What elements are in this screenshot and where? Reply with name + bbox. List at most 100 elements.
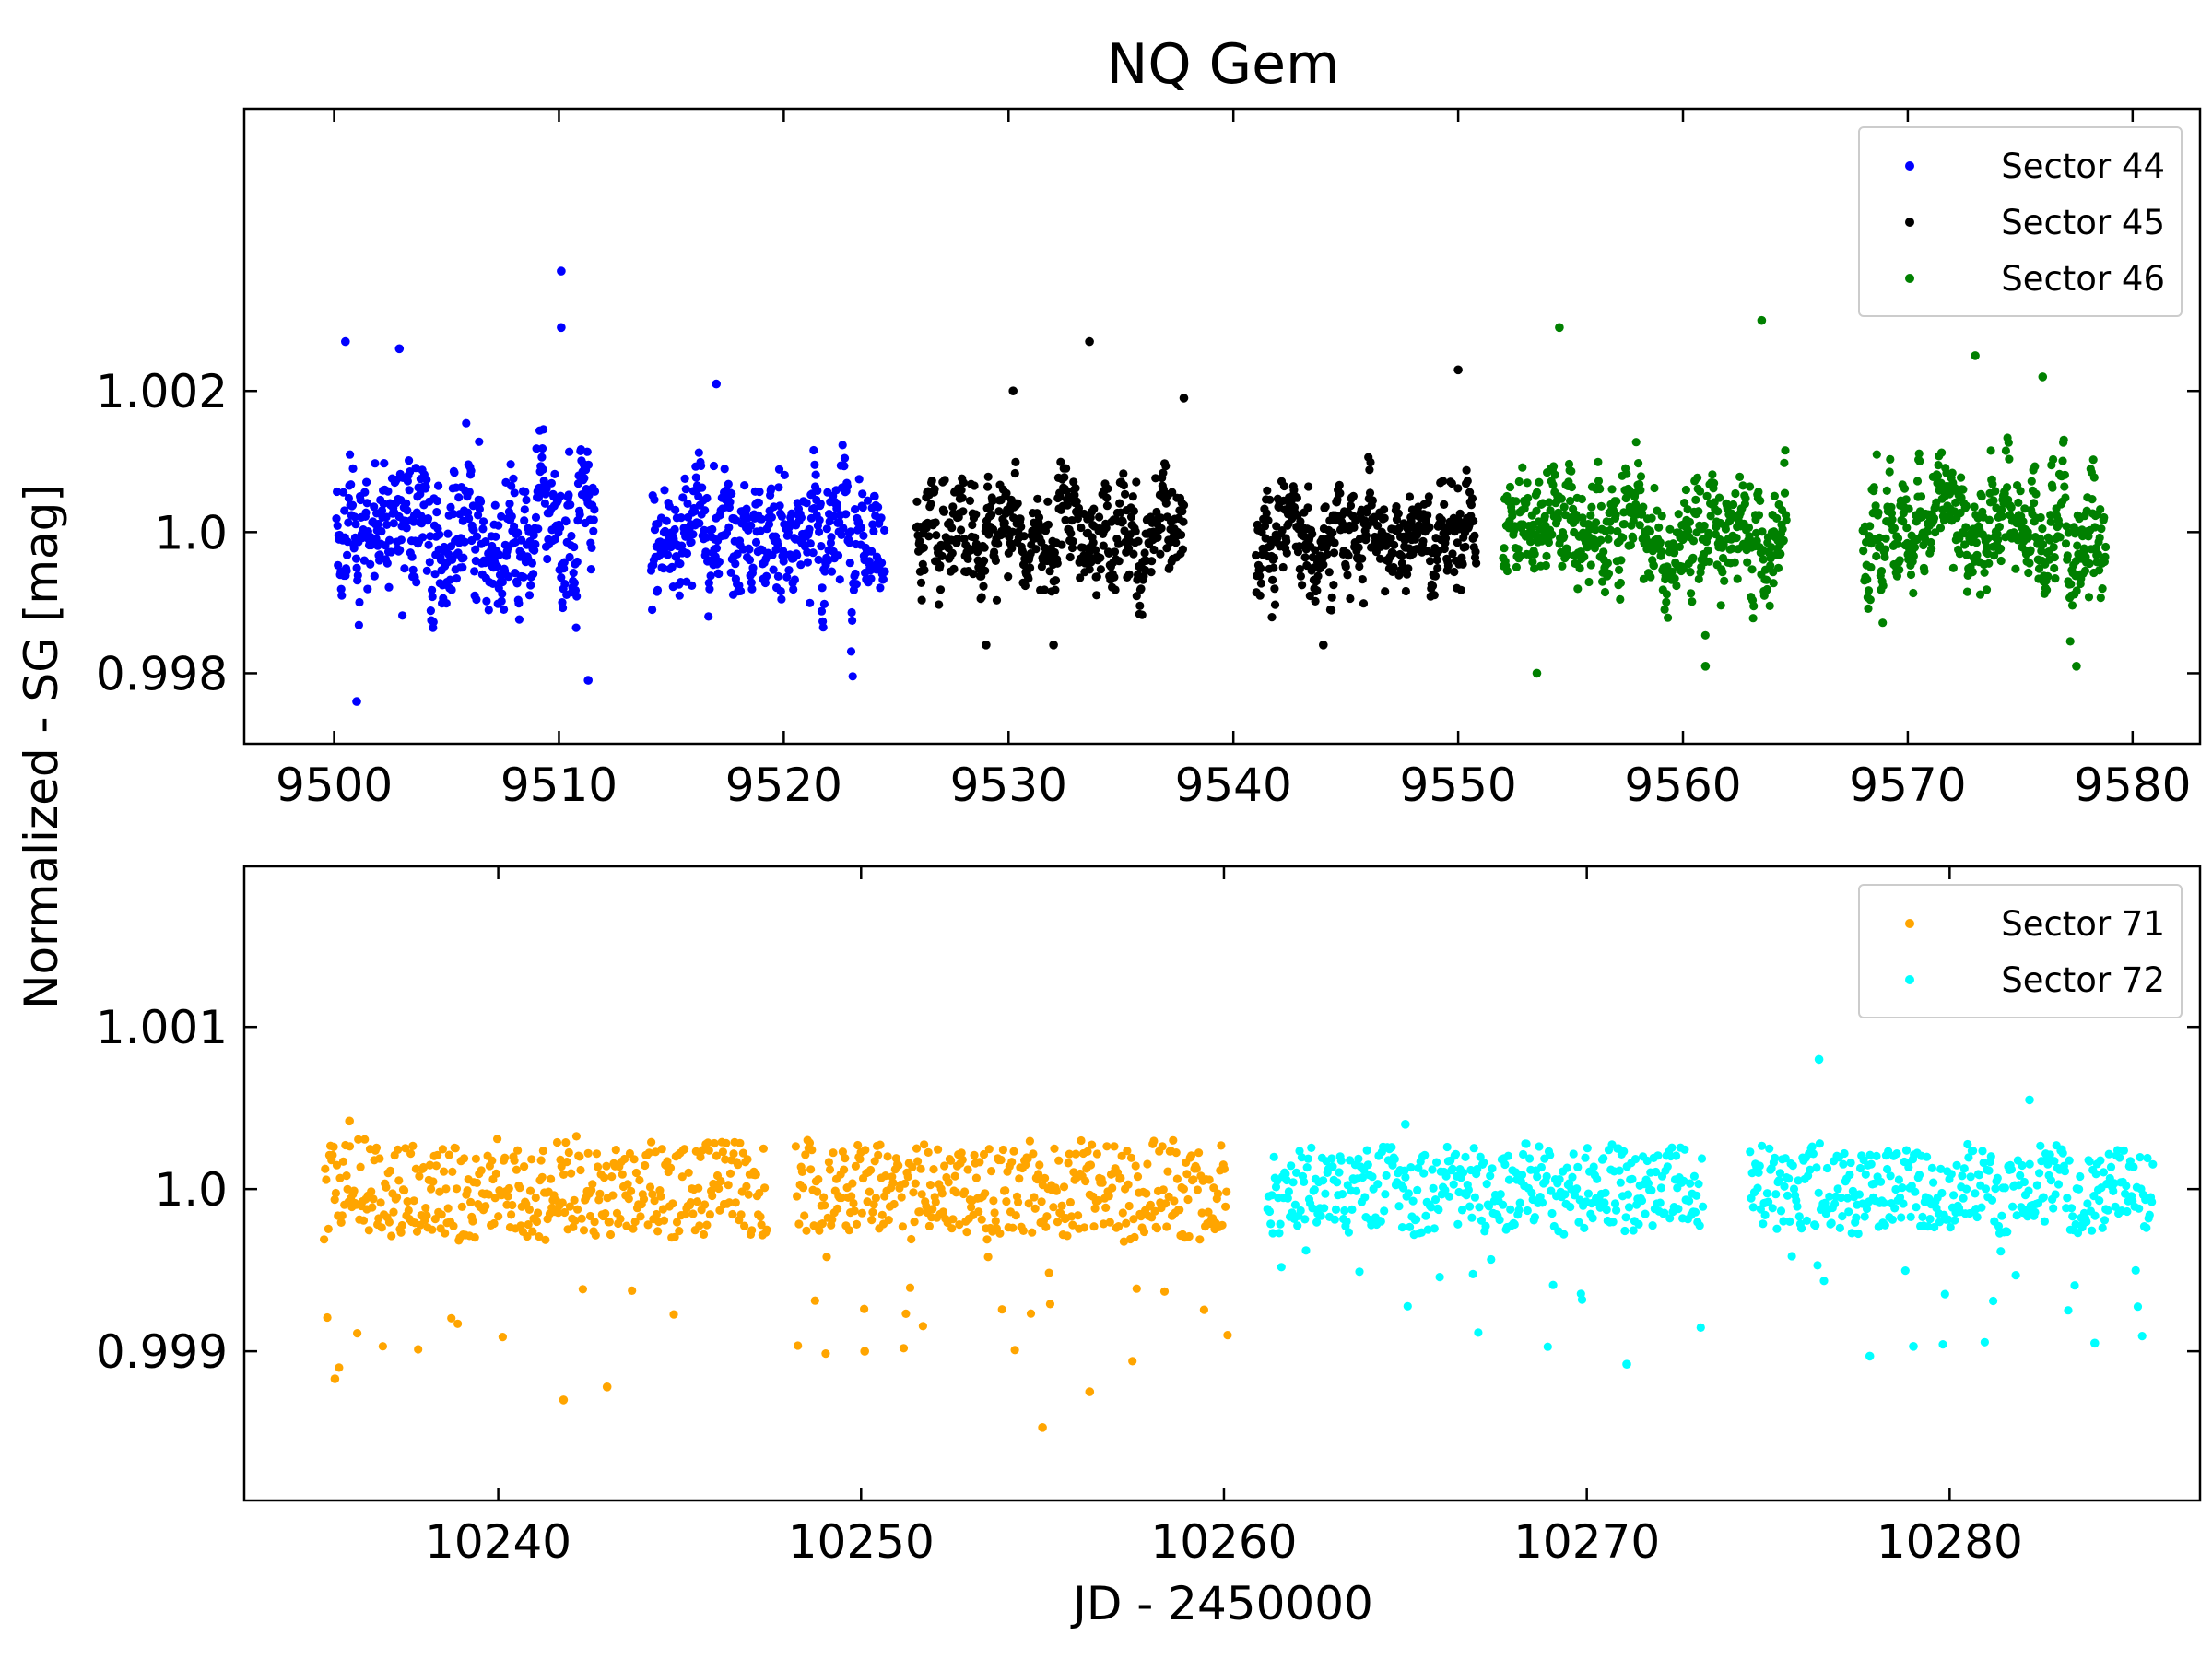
- data-point: [1429, 1183, 1438, 1193]
- y-tick-label: 1.001: [96, 1001, 228, 1054]
- data-point: [870, 491, 879, 501]
- data-point: [840, 462, 849, 471]
- data-point: [1708, 470, 1717, 479]
- data-point: [354, 1135, 363, 1144]
- data-point: [1140, 548, 1149, 558]
- data-point: [1877, 1177, 1886, 1186]
- data-point: [522, 495, 531, 505]
- data-point: [1566, 1202, 1575, 1212]
- data-point: [1348, 491, 1358, 501]
- data-point: [824, 1158, 834, 1167]
- data-point: [1023, 1154, 1032, 1163]
- data-point: [1049, 641, 1058, 650]
- top-panel: 9500 9510 9520 9530 9540 9550 9560 9570 95800.99…: [96, 107, 2202, 812]
- data-point: [1622, 1359, 1631, 1369]
- data-point: [1149, 1136, 1159, 1146]
- data-point: [1936, 524, 1946, 533]
- data-point: [1886, 1171, 1895, 1181]
- data-point: [736, 1210, 746, 1219]
- data-point: [813, 1187, 822, 1196]
- data-point: [481, 537, 490, 547]
- data-point: [538, 1147, 548, 1156]
- data-point: [1283, 1194, 1292, 1203]
- data-point: [1102, 501, 1112, 511]
- data-point: [683, 499, 692, 509]
- data-point: [969, 570, 978, 579]
- data-point: [971, 510, 981, 519]
- data-point: [1118, 517, 1127, 526]
- data-point: [1638, 509, 1647, 518]
- data-point: [2063, 1194, 2072, 1203]
- data-point: [1092, 591, 1101, 600]
- data-point: [1693, 473, 1702, 483]
- data-point: [1486, 1171, 1495, 1181]
- data-point: [1616, 578, 1625, 588]
- data-point: [401, 1144, 410, 1153]
- data-point: [1401, 1172, 1410, 1182]
- data-point: [1094, 1195, 1103, 1206]
- data-point: [1000, 518, 1009, 528]
- data-point: [859, 531, 868, 540]
- data-point: [2106, 1162, 2116, 1171]
- data-point: [714, 1183, 724, 1194]
- data-point: [547, 1174, 556, 1183]
- data-point: [690, 507, 700, 516]
- data-point: [852, 580, 861, 589]
- data-point: [1694, 574, 1703, 584]
- data-point: [980, 556, 989, 566]
- data-point: [428, 592, 437, 602]
- data-point: [1381, 1190, 1390, 1199]
- data-point: [1639, 502, 1648, 512]
- data-point: [987, 510, 996, 520]
- data-point: [1467, 1213, 1477, 1222]
- data-point: [1459, 1168, 1468, 1177]
- data-point: [1871, 501, 1880, 511]
- data-point: [2016, 487, 2025, 496]
- data-point: [1430, 1224, 1439, 1233]
- data-point: [742, 504, 751, 513]
- data-point: [920, 1140, 929, 1149]
- data-point: [1405, 492, 1415, 501]
- data-point: [1982, 585, 1992, 594]
- data-point: [963, 554, 972, 564]
- data-point: [465, 513, 474, 524]
- data-point: [710, 1138, 719, 1148]
- data-point: [1508, 512, 1517, 521]
- data-point: [1629, 1226, 1638, 1235]
- data-point: [1219, 1164, 1229, 1173]
- data-point: [1606, 525, 1615, 535]
- data-point: [863, 496, 873, 505]
- data-point: [1359, 599, 1369, 608]
- data-point: [856, 524, 866, 533]
- data-point: [1526, 537, 1535, 547]
- data-point: [1780, 458, 1789, 467]
- data-point: [1914, 449, 1924, 458]
- data-point: [2110, 1179, 2119, 1188]
- data-point: [1269, 1152, 1278, 1161]
- data-point: [1331, 1205, 1341, 1214]
- data-point: [1316, 1211, 1325, 1220]
- data-point: [531, 1193, 540, 1203]
- data-point: [948, 502, 958, 512]
- data-point: [1335, 1168, 1344, 1177]
- data-point: [459, 553, 468, 562]
- data-point: [1684, 526, 1693, 535]
- data-point: [2076, 1171, 2085, 1182]
- data-point: [1271, 1182, 1281, 1192]
- data-point: [557, 323, 566, 333]
- data-point: [1631, 438, 1641, 447]
- data-point: [557, 573, 566, 582]
- data-point: [840, 453, 850, 463]
- data-point: [370, 571, 379, 581]
- data-point: [688, 1209, 698, 1218]
- data-point: [838, 1147, 848, 1157]
- data-point: [1691, 495, 1700, 505]
- data-point: [504, 1183, 513, 1194]
- data-point: [929, 1165, 938, 1174]
- data-point: [1268, 575, 1277, 585]
- data-point: [1089, 1222, 1099, 1231]
- data-point: [759, 1144, 769, 1153]
- data-point: [529, 570, 538, 579]
- data-point: [355, 597, 364, 607]
- data-point: [1685, 517, 1694, 527]
